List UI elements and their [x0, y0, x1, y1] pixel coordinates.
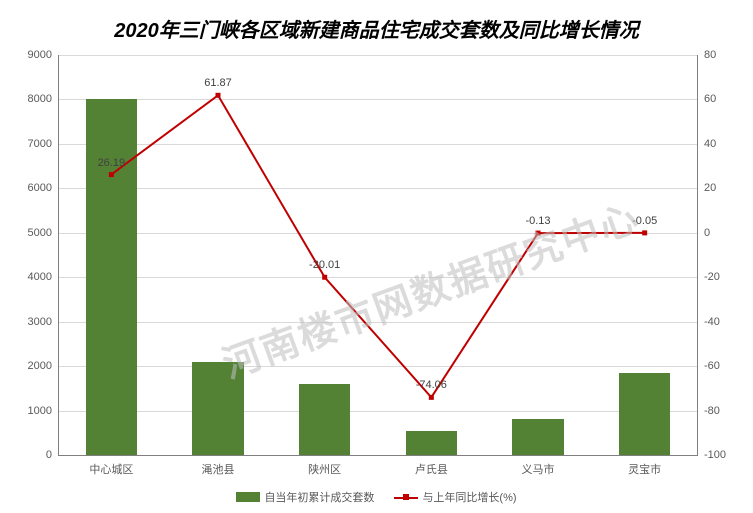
- y-left-tick: 9000: [12, 49, 52, 61]
- legend: 自当年初累计成交套数 与上年同比增长(%): [0, 489, 753, 505]
- y-right-tick: -40: [704, 316, 744, 328]
- y-left-tick: 3000: [12, 316, 52, 328]
- line-series: [58, 55, 698, 455]
- chart-title: 2020年三门峡各区域新建商品住宅成交套数及同比增长情况: [0, 0, 753, 43]
- y-right-tick: -80: [704, 405, 744, 417]
- legend-swatch: [236, 492, 260, 502]
- y-right-tick: -60: [704, 360, 744, 372]
- x-tick: 灵宝市: [628, 461, 661, 477]
- chart-container: 2020年三门峡各区域新建商品住宅成交套数及同比增长情况 01000200030…: [0, 0, 753, 513]
- legend-item: 与上年同比增长(%): [394, 489, 516, 505]
- x-tick: 陕州区: [308, 461, 341, 477]
- line-data-label: 26.19: [98, 157, 126, 169]
- x-tick: 义马市: [522, 461, 555, 477]
- y-left-tick: 4000: [12, 271, 52, 283]
- y-right-tick: 0: [704, 227, 744, 239]
- y-right-tick: -100: [704, 449, 744, 461]
- y-left-tick: 7000: [12, 138, 52, 150]
- line-data-label: 61.87: [204, 77, 232, 89]
- gridline: [58, 455, 698, 456]
- plot-area: 0100020003000400050006000700080009000-10…: [58, 55, 698, 455]
- legend-item: 自当年初累计成交套数: [236, 489, 374, 505]
- line-data-label: -74.06: [416, 379, 447, 391]
- legend-label: 与上年同比增长(%): [422, 489, 516, 505]
- legend-label: 自当年初累计成交套数: [264, 489, 374, 505]
- line-data-label: -0.05: [632, 215, 657, 227]
- y-left-tick: 0: [12, 449, 52, 461]
- y-right-tick: 20: [704, 182, 744, 194]
- y-right-tick: 40: [704, 138, 744, 150]
- y-left-tick: 2000: [12, 360, 52, 372]
- y-left-tick: 6000: [12, 182, 52, 194]
- y-left-tick: 5000: [12, 227, 52, 239]
- x-tick: 渑池县: [202, 461, 235, 477]
- y-right-tick: -20: [704, 271, 744, 283]
- line-data-label: -0.13: [525, 215, 550, 227]
- x-tick: 中心城区: [89, 461, 133, 477]
- y-left-tick: 8000: [12, 93, 52, 105]
- line-data-label: -20.01: [309, 259, 340, 271]
- y-right-tick: 60: [704, 93, 744, 105]
- legend-line-icon: [394, 492, 418, 502]
- y-right-tick: 80: [704, 49, 744, 61]
- x-tick: 卢氏县: [415, 461, 448, 477]
- y-left-tick: 1000: [12, 405, 52, 417]
